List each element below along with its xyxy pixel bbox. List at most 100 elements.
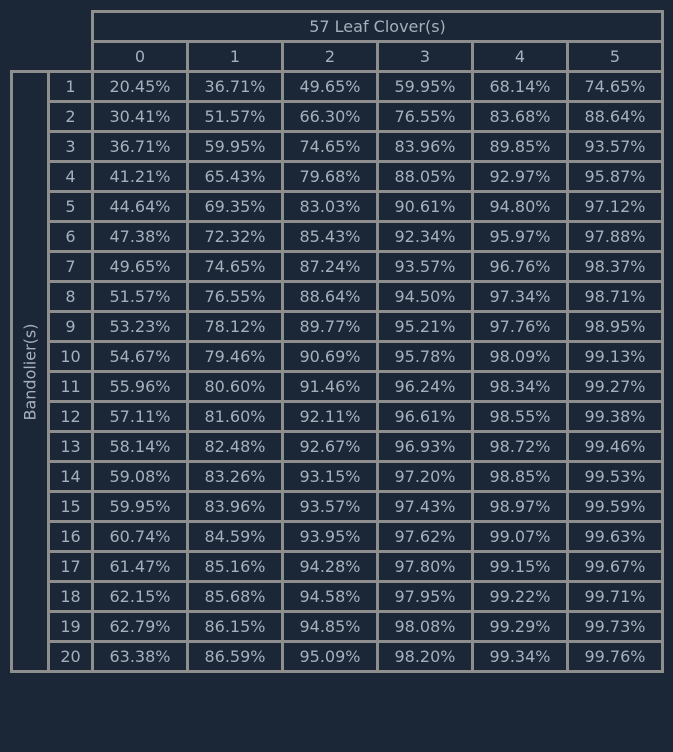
table-cell: 61.47% bbox=[91, 550, 189, 583]
table-cell: 95.09% bbox=[281, 640, 379, 673]
table-cell: 97.88% bbox=[566, 220, 664, 253]
column-header: 4 bbox=[471, 40, 569, 73]
table-cell: 90.69% bbox=[281, 340, 379, 373]
table-cell: 79.46% bbox=[186, 340, 284, 373]
table-cell: 63.38% bbox=[91, 640, 189, 673]
row-header: 2 bbox=[47, 100, 94, 133]
column-header: 1 bbox=[186, 40, 284, 73]
row-header: 9 bbox=[47, 310, 94, 343]
table-cell: 98.34% bbox=[471, 370, 569, 403]
row-header: 15 bbox=[47, 490, 94, 523]
table-cell: 99.15% bbox=[471, 550, 569, 583]
table-row: 19 62.79% 86.15% 94.85% 98.08% 99.29% 99.73% bbox=[12, 610, 664, 643]
table-cell: 53.23% bbox=[91, 310, 189, 343]
table-row: 13 58.14% 82.48% 92.67% 96.93% 98.72% 99.46% bbox=[12, 430, 664, 463]
table-cell: 69.35% bbox=[186, 190, 284, 223]
column-header: 2 bbox=[281, 40, 379, 73]
table-cell: 83.26% bbox=[186, 460, 284, 493]
row-header: 1 bbox=[47, 70, 94, 103]
table-cell: 98.71% bbox=[566, 280, 664, 313]
table-cell: 97.76% bbox=[471, 310, 569, 343]
row-header: 12 bbox=[47, 400, 94, 433]
table-cell: 66.30% bbox=[281, 100, 379, 133]
row-group-label: Bandolier(s) bbox=[20, 323, 40, 420]
table-cell: 98.85% bbox=[471, 460, 569, 493]
table-cell: 99.53% bbox=[566, 460, 664, 493]
table-cell: 20.45% bbox=[91, 70, 189, 103]
table-cell: 87.24% bbox=[281, 250, 379, 283]
table-cell: 91.46% bbox=[281, 370, 379, 403]
table-cell: 95.87% bbox=[566, 160, 664, 193]
table-cell: 99.07% bbox=[471, 520, 569, 553]
table-cell: 59.95% bbox=[91, 490, 189, 523]
row-group-cell: Bandolier(s) bbox=[10, 70, 50, 673]
table-cell: 88.64% bbox=[281, 280, 379, 313]
table-row: 4 41.21% 65.43% 79.68% 88.05% 92.97% 95.87% bbox=[12, 160, 664, 193]
table-cell: 89.85% bbox=[471, 130, 569, 163]
table-cell: 97.34% bbox=[471, 280, 569, 313]
table-cell: 94.80% bbox=[471, 190, 569, 223]
table-cell: 86.15% bbox=[186, 610, 284, 643]
table-cell: 98.37% bbox=[566, 250, 664, 283]
row-header: 4 bbox=[47, 160, 94, 193]
table-cell: 68.14% bbox=[471, 70, 569, 103]
table-cell: 51.57% bbox=[91, 280, 189, 313]
table-cell: 81.60% bbox=[186, 400, 284, 433]
table-cell: 47.38% bbox=[91, 220, 189, 253]
table-cell: 99.67% bbox=[566, 550, 664, 583]
row-header: 3 bbox=[47, 130, 94, 163]
row-header: 10 bbox=[47, 340, 94, 373]
table-cell: 30.41% bbox=[91, 100, 189, 133]
table-cell: 95.97% bbox=[471, 220, 569, 253]
table-cell: 99.27% bbox=[566, 370, 664, 403]
table-cell: 99.34% bbox=[471, 640, 569, 673]
table-cell: 92.11% bbox=[281, 400, 379, 433]
table-cell: 97.12% bbox=[566, 190, 664, 223]
table-cell: 97.80% bbox=[376, 550, 474, 583]
table-row: 7 49.65% 74.65% 87.24% 93.57% 96.76% 98.37% bbox=[12, 250, 664, 283]
table-cell: 79.68% bbox=[281, 160, 379, 193]
table-cell: 99.38% bbox=[566, 400, 664, 433]
row-header: 7 bbox=[47, 250, 94, 283]
table-cell: 93.15% bbox=[281, 460, 379, 493]
table-cell: 98.72% bbox=[471, 430, 569, 463]
table-cell: 90.61% bbox=[376, 190, 474, 223]
table-row: 18 62.15% 85.68% 94.58% 97.95% 99.22% 99.71% bbox=[12, 580, 664, 613]
table-cell: 99.71% bbox=[566, 580, 664, 613]
table-cell: 51.57% bbox=[186, 100, 284, 133]
table-cell: 94.58% bbox=[281, 580, 379, 613]
table-cell: 98.08% bbox=[376, 610, 474, 643]
table-cell: 65.43% bbox=[186, 160, 284, 193]
table-cell: 93.95% bbox=[281, 520, 379, 553]
row-header: 11 bbox=[47, 370, 94, 403]
table-cell: 98.97% bbox=[471, 490, 569, 523]
table-row: 20 63.38% 86.59% 95.09% 98.20% 99.34% 99.76% bbox=[12, 640, 664, 673]
table-cell: 36.71% bbox=[91, 130, 189, 163]
table-cell: 98.20% bbox=[376, 640, 474, 673]
table-row: 12 57.11% 81.60% 92.11% 96.61% 98.55% 99.38% bbox=[12, 400, 664, 433]
table-cell: 74.65% bbox=[186, 250, 284, 283]
group-header-row: 57 Leaf Clover(s) bbox=[11, 10, 664, 73]
table-cell: 99.13% bbox=[566, 340, 664, 373]
row-header: 16 bbox=[47, 520, 94, 553]
row-header: 13 bbox=[47, 430, 94, 463]
table-cell: 62.15% bbox=[91, 580, 189, 613]
table-cell: 88.64% bbox=[566, 100, 664, 133]
table-cell: 94.28% bbox=[281, 550, 379, 583]
table-cell: 72.32% bbox=[186, 220, 284, 253]
table-cell: 98.09% bbox=[471, 340, 569, 373]
corner-blank bbox=[11, 11, 94, 73]
table-cell: 96.93% bbox=[376, 430, 474, 463]
table-cell: 41.21% bbox=[91, 160, 189, 193]
table-cell: 76.55% bbox=[186, 280, 284, 313]
table-cell: 97.62% bbox=[376, 520, 474, 553]
table-cell: 96.24% bbox=[376, 370, 474, 403]
table-cell: 49.65% bbox=[91, 250, 189, 283]
table-cell: 83.96% bbox=[186, 490, 284, 523]
row-header: 19 bbox=[47, 610, 94, 643]
table-cell: 74.65% bbox=[566, 70, 664, 103]
table-cell: 94.85% bbox=[281, 610, 379, 643]
table-cell: 74.65% bbox=[281, 130, 379, 163]
table-cell: 60.74% bbox=[91, 520, 189, 553]
